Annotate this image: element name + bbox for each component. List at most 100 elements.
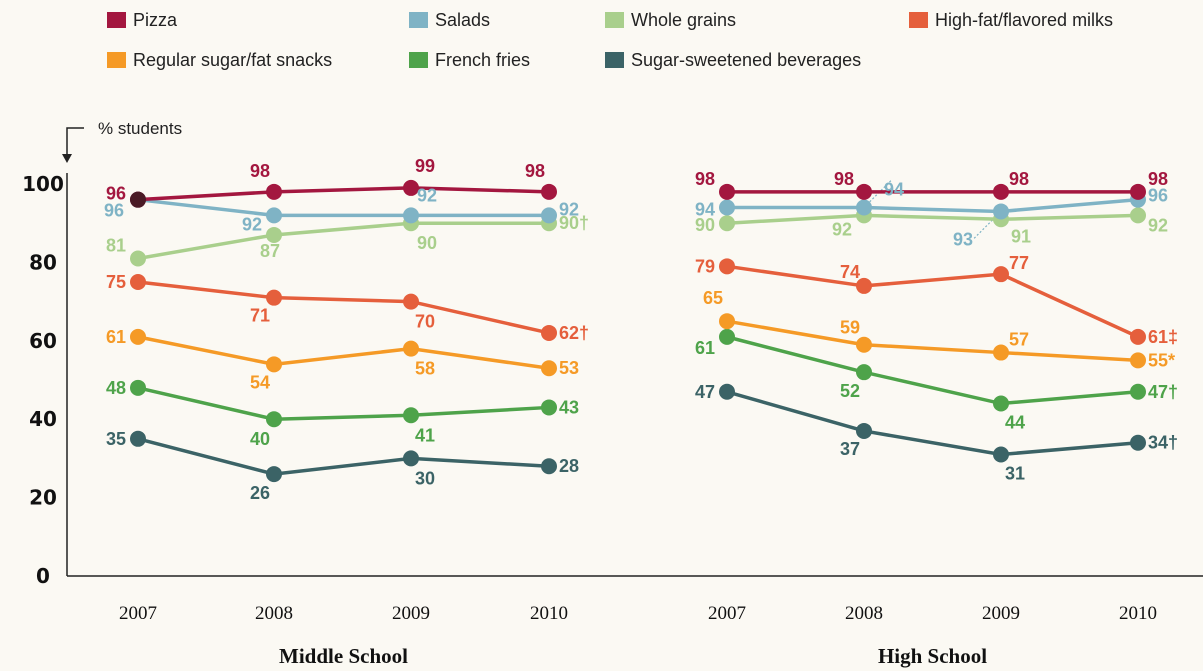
legend-label: Whole grains bbox=[631, 10, 736, 30]
y-tick-label: 60 bbox=[29, 329, 57, 353]
series-line bbox=[137, 437, 550, 476]
data-label: 91 bbox=[1011, 226, 1031, 246]
data-point bbox=[130, 328, 146, 345]
data-point bbox=[1130, 328, 1146, 345]
data-point bbox=[130, 274, 146, 290]
legend-item-salads: Salads bbox=[409, 10, 490, 30]
x-tick-label: 2008 bbox=[845, 603, 883, 624]
leader-line bbox=[863, 179, 893, 208]
labels-french-fries: 61 52 44 47† bbox=[695, 338, 1178, 433]
data-label: 74 bbox=[840, 262, 860, 282]
data-point bbox=[1130, 352, 1146, 369]
data-point bbox=[719, 328, 735, 345]
x-tick-label: 2007 bbox=[708, 603, 746, 624]
x-tick-label: 2010 bbox=[530, 603, 568, 624]
data-label: 47† bbox=[1148, 382, 1178, 402]
data-point bbox=[541, 207, 557, 224]
data-label: 48 bbox=[106, 378, 126, 398]
data-label: 53 bbox=[559, 358, 579, 378]
data-label: 61 bbox=[106, 327, 126, 347]
data-label: 58 bbox=[415, 359, 435, 379]
series-line bbox=[137, 221, 549, 261]
y-label-arrow bbox=[66, 127, 84, 156]
series-line bbox=[137, 386, 550, 421]
series-line bbox=[137, 335, 550, 370]
data-point bbox=[856, 277, 872, 294]
data-point bbox=[403, 179, 419, 196]
panel-middle-school: 96 98 99 98 96 92 92 92 81 87 90 90† 75 71 70 62† 61 54 58… bbox=[104, 156, 589, 503]
data-point bbox=[719, 313, 735, 330]
data-label: 59 bbox=[840, 318, 860, 338]
data-label: 61‡ bbox=[1148, 327, 1178, 347]
labels-french-fries: 48 40 41 43 bbox=[106, 378, 579, 449]
data-point bbox=[266, 183, 282, 200]
data-point bbox=[993, 344, 1009, 361]
data-point bbox=[403, 293, 419, 310]
data-label: 65 bbox=[703, 288, 723, 308]
data-label: 98 bbox=[1148, 169, 1168, 189]
data-point bbox=[403, 340, 419, 357]
data-point bbox=[541, 458, 557, 475]
data-label: 94 bbox=[695, 200, 715, 220]
data-point bbox=[1130, 207, 1146, 224]
series-high-fat-flavored-milks bbox=[130, 274, 557, 341]
data-point bbox=[403, 207, 419, 224]
labels-pizza: 98 98 98 98 bbox=[695, 169, 1168, 189]
data-point bbox=[1130, 383, 1146, 400]
panel-title-high-school: High School bbox=[878, 644, 987, 668]
data-label: 75 bbox=[106, 272, 126, 292]
data-point bbox=[719, 215, 735, 232]
data-label: 98 bbox=[1009, 169, 1029, 189]
legend-label: Regular sugar/fat snacks bbox=[133, 50, 332, 70]
legend-item-sugar-sweetened-beverages: Sugar-sweetened beverages bbox=[605, 50, 861, 70]
data-label: 70 bbox=[415, 312, 435, 332]
data-label: 81 bbox=[106, 235, 126, 255]
data-label: 98 bbox=[525, 161, 545, 181]
legend-item-regular-sugar-fat-snacks: Regular sugar/fat snacks bbox=[107, 50, 332, 70]
data-point bbox=[719, 258, 735, 275]
data-label: 61 bbox=[695, 338, 715, 358]
data-label: 92 bbox=[832, 219, 852, 239]
data-label: 99 bbox=[415, 156, 435, 176]
data-label: 96 bbox=[104, 201, 124, 221]
data-label: 90† bbox=[559, 213, 589, 233]
data-point bbox=[719, 383, 735, 400]
data-label: 98 bbox=[834, 169, 854, 189]
data-label: 77 bbox=[1009, 253, 1029, 273]
legend-swatch bbox=[909, 12, 928, 28]
data-label: 79 bbox=[695, 256, 715, 276]
data-point bbox=[993, 395, 1009, 412]
data-label: 40 bbox=[250, 429, 270, 449]
labels-sugar-sweetened-beverages: 47 37 31 34† bbox=[695, 382, 1178, 484]
series-regular-sugar-fat-snacks bbox=[130, 328, 557, 377]
data-label: 92 bbox=[242, 214, 262, 234]
data-label: 35 bbox=[106, 429, 126, 449]
legend-swatch bbox=[107, 12, 126, 28]
data-point bbox=[993, 203, 1009, 220]
labels-whole-grains: 90 92 91 92 bbox=[695, 215, 1168, 246]
labels-high-fat-flavored-milks: 79 74 77 61‡ bbox=[695, 253, 1178, 347]
data-point bbox=[130, 379, 146, 396]
series-line bbox=[137, 197, 549, 218]
data-point bbox=[993, 183, 1009, 200]
data-point bbox=[266, 466, 282, 483]
series-sugar-sweetened-beverages bbox=[719, 383, 1146, 463]
data-label: 26 bbox=[250, 483, 270, 503]
data-label: 92 bbox=[417, 185, 437, 205]
legend-swatch bbox=[409, 12, 428, 28]
data-label: 41 bbox=[415, 425, 435, 445]
data-label: 90 bbox=[695, 215, 715, 235]
x-tick-label: 2009 bbox=[982, 603, 1020, 624]
data-point bbox=[1130, 183, 1146, 200]
series-salads bbox=[130, 191, 557, 224]
data-label: 96 bbox=[106, 184, 126, 204]
x-ticks: 2007 2008 2009 2010 2007 2008 2009 2010 bbox=[119, 603, 1157, 624]
data-point bbox=[403, 450, 419, 467]
data-label: 30 bbox=[415, 468, 435, 488]
series-line bbox=[726, 390, 1139, 457]
series-french-fries bbox=[719, 328, 1146, 412]
labels-pizza: 96 98 99 98 bbox=[106, 156, 545, 204]
data-label: 43 bbox=[559, 397, 579, 417]
data-point bbox=[856, 199, 872, 216]
